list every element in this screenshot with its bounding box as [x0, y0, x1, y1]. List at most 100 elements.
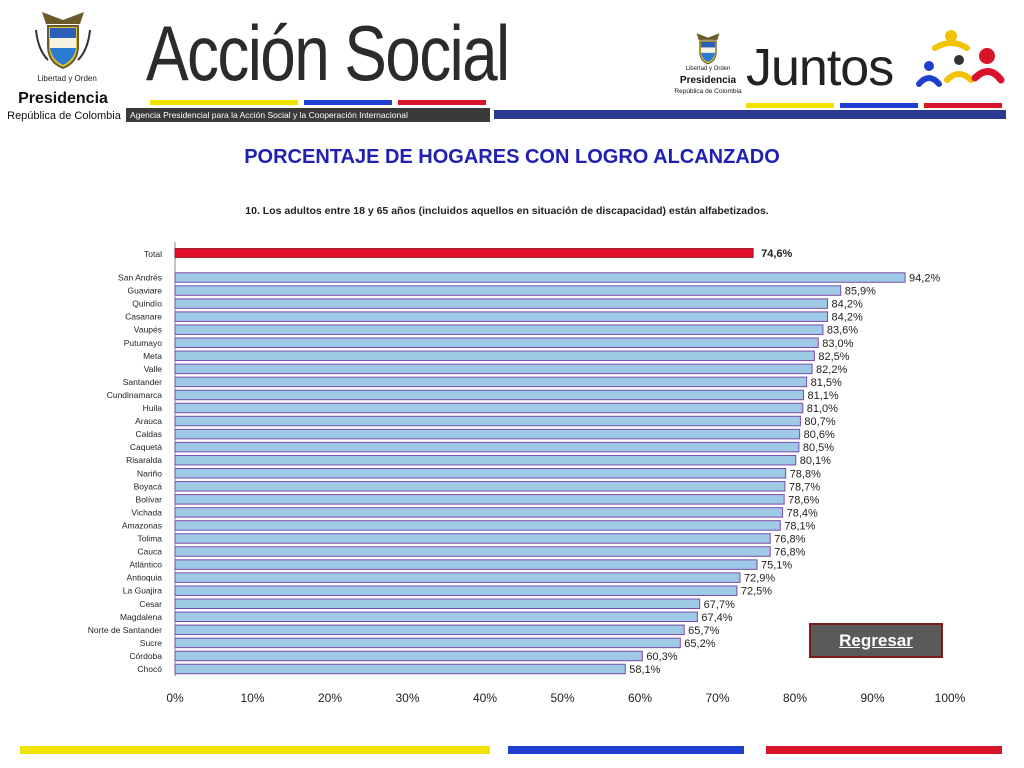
regresar-button-label: Regresar	[839, 630, 913, 650]
coat-of-arms-icon	[35, 12, 91, 70]
bar-value-label: 60,3%	[646, 651, 677, 663]
bar-value-label: 76,8%	[774, 547, 805, 559]
regresar-button[interactable]: Regresar	[809, 623, 943, 658]
category-label: Córdoba	[129, 651, 162, 661]
bar-value-label: 81,5%	[811, 377, 842, 389]
presidencia-motto: Libertad y Orden	[37, 74, 97, 83]
bar	[174, 298, 829, 309]
bar	[174, 663, 626, 675]
category-label: Putumayo	[124, 338, 163, 348]
category-label: San Andrés	[118, 273, 162, 283]
bar	[174, 611, 698, 623]
category-label: Caquetá	[130, 442, 162, 452]
category-label: Atlántico	[129, 560, 162, 570]
x-tick-label: 50%	[550, 691, 574, 705]
juntos-presidencia: Presidencia	[679, 75, 737, 86]
bar	[174, 402, 804, 414]
category-label: Vaupés	[134, 325, 162, 335]
bar-value-label: 94,2%	[909, 273, 940, 285]
category-label: Valle	[144, 364, 163, 374]
x-tick-label: 80%	[783, 691, 807, 705]
bar	[174, 468, 787, 479]
juntos-logo: Juntos	[746, 39, 894, 97]
literacy-bar-chart: 10. Los adultos entre 18 y 65 años (incl…	[88, 205, 966, 705]
bar	[174, 637, 681, 649]
juntos-stripe-red	[924, 103, 1002, 108]
bar	[174, 350, 815, 362]
bar	[174, 533, 771, 544]
header-divider-bar	[494, 110, 1006, 119]
category-label: La Guajira	[123, 586, 162, 596]
category-label: Norte de Santander	[88, 625, 162, 635]
juntos-stripe-yellow	[746, 103, 834, 108]
category-label: Bolívar	[136, 494, 163, 504]
bar	[174, 650, 643, 662]
juntos-motto: Libertad y Orden	[685, 66, 731, 72]
bar-value-label: 78,4%	[787, 507, 818, 519]
presidencia-title: Presidencia	[18, 90, 108, 107]
bar-value-label: 78,1%	[784, 520, 815, 532]
bar	[174, 507, 784, 518]
category-label: Cesar	[139, 599, 162, 609]
bar-value-label: 78,8%	[790, 468, 821, 480]
header: Libertad y Orden Presidencia República d…	[0, 0, 1024, 130]
bar-value-label: 80,1%	[800, 455, 831, 467]
x-tick-label: 90%	[860, 691, 884, 705]
bar	[174, 454, 797, 466]
total-bar	[174, 248, 754, 258]
bar-value-label: 84,2%	[832, 312, 863, 324]
bar-value-label: 80,7%	[804, 416, 835, 428]
x-tick-label: 30%	[395, 691, 419, 705]
bar	[174, 311, 829, 322]
category-label: Quindío	[132, 299, 162, 309]
bar-value-label: 78,6%	[788, 494, 819, 506]
bar-value-label: 84,2%	[832, 299, 863, 311]
category-label: Cundinamarca	[107, 390, 163, 400]
x-tick-label: 60%	[628, 691, 652, 705]
plot-area: Total 74,6% San Andrés 94,2% Guaviare 85,9% Qu…	[88, 242, 966, 705]
bar	[174, 624, 685, 636]
logo-stripe-red	[398, 100, 486, 105]
x-tick-label: 10%	[240, 691, 264, 705]
category-label: Chocó	[137, 664, 162, 674]
category-label: Casanare	[125, 312, 162, 322]
bar	[174, 441, 800, 453]
bar-value-label: 82,2%	[816, 364, 847, 376]
bar	[174, 481, 786, 492]
category-label: Amazonas	[122, 520, 162, 530]
category-label: Magdalena	[120, 612, 162, 622]
category-label: Tolima	[137, 534, 162, 544]
bar-value-label: 67,7%	[704, 599, 735, 611]
category-label: Guaviare	[128, 286, 163, 296]
bar-value-label: 72,9%	[744, 573, 775, 585]
bar	[174, 285, 842, 296]
bar	[174, 546, 771, 557]
category-label: Meta	[143, 351, 162, 361]
total-label: Total	[144, 249, 162, 259]
total-value-label: 74,6%	[761, 248, 792, 260]
bar	[174, 598, 701, 609]
bar	[174, 520, 781, 531]
bar-value-label: 72,5%	[741, 586, 772, 598]
brand-subtitle: Agencia Presidencial para la Acción Soci…	[126, 108, 490, 122]
bar-value-label: 83,6%	[827, 325, 858, 337]
bar-value-label: 76,8%	[774, 534, 805, 546]
category-label: Santander	[123, 377, 162, 387]
juntos-stripe-blue	[840, 103, 918, 108]
bar-value-label: 67,4%	[701, 612, 732, 624]
bar	[174, 389, 805, 401]
bar-value-label: 58,1%	[629, 664, 660, 676]
x-tick-label: 0%	[166, 691, 184, 705]
presidencia-subtitle: República de Colombia	[7, 110, 121, 122]
bar	[174, 272, 906, 283]
category-label: Cauca	[137, 547, 162, 557]
bar	[174, 585, 738, 596]
juntos-figures-icon	[916, 30, 1005, 87]
category-label: Boyacá	[134, 481, 163, 491]
category-label: Arauca	[135, 416, 162, 426]
category-label: Huila	[143, 403, 163, 413]
bar-value-label: 83,0%	[822, 338, 853, 350]
bar-value-label: 81,1%	[808, 390, 839, 402]
bar	[174, 324, 824, 335]
bar-value-label: 75,1%	[761, 560, 792, 572]
